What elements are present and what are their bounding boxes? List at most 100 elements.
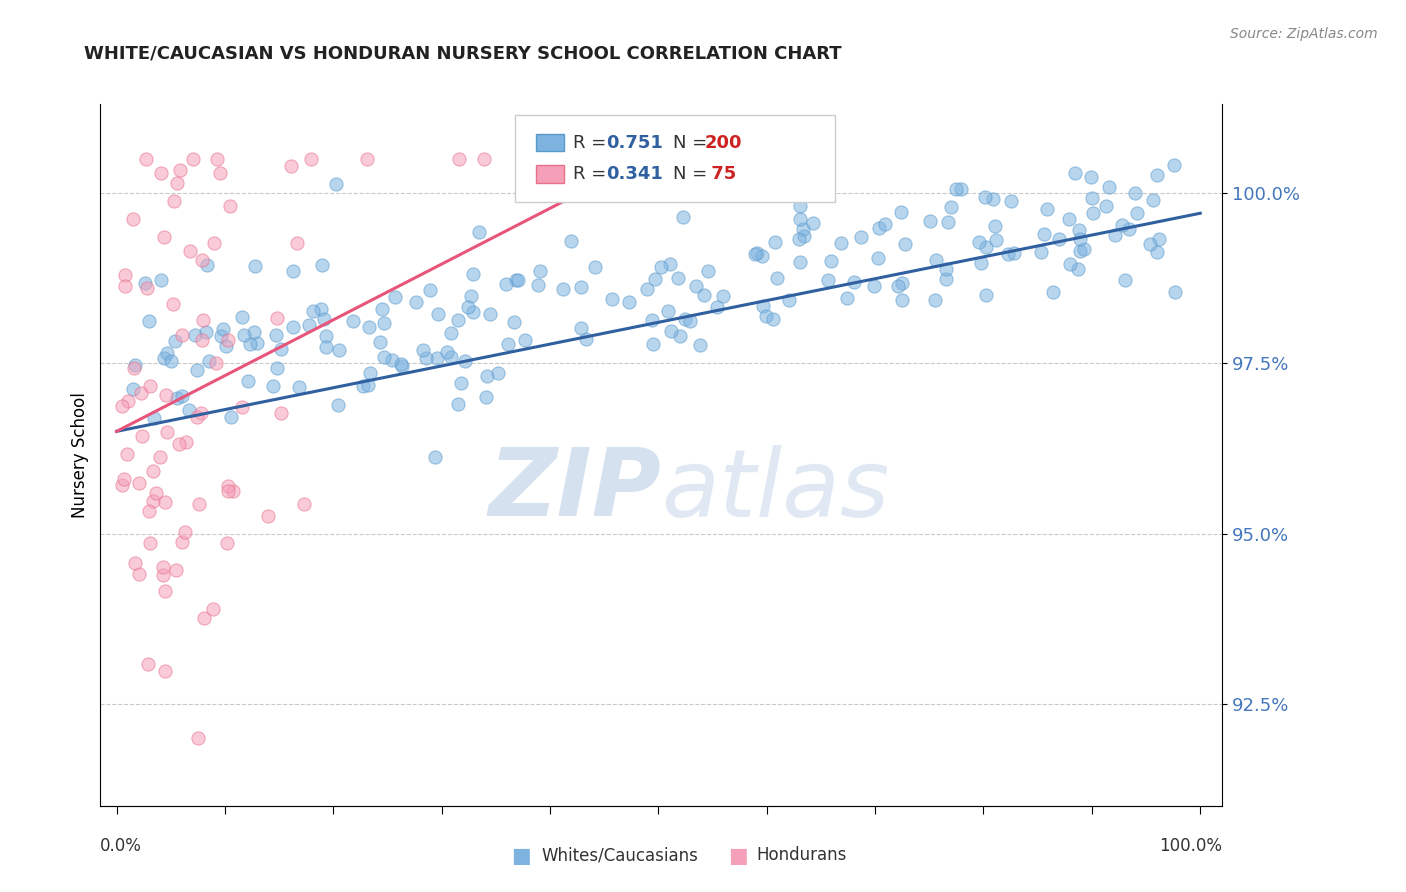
Point xyxy=(1042,285,1064,300)
Point xyxy=(745,245,768,260)
Point xyxy=(950,182,973,196)
Point xyxy=(894,237,917,252)
Point xyxy=(122,212,145,227)
Point xyxy=(1069,244,1091,258)
Point xyxy=(890,293,912,308)
Point xyxy=(423,450,446,464)
Point xyxy=(135,152,157,166)
Point xyxy=(138,314,160,328)
Point xyxy=(666,271,689,285)
Point xyxy=(138,504,160,518)
Point xyxy=(359,366,381,380)
Point xyxy=(219,409,242,424)
Point xyxy=(202,236,225,251)
Point xyxy=(309,301,332,316)
Point xyxy=(935,272,957,286)
Point xyxy=(657,303,679,318)
Point xyxy=(311,258,333,272)
Point xyxy=(359,320,381,334)
Point xyxy=(1036,202,1059,216)
Point xyxy=(763,235,786,250)
Text: 0.751: 0.751 xyxy=(606,134,664,152)
Point xyxy=(357,377,380,392)
Point xyxy=(636,282,658,296)
Point xyxy=(468,225,491,239)
Point xyxy=(128,476,150,491)
Point xyxy=(209,329,232,343)
Point xyxy=(817,273,839,287)
Point xyxy=(436,344,458,359)
Point xyxy=(111,478,134,492)
Point xyxy=(449,152,471,166)
Point xyxy=(863,279,886,293)
Point xyxy=(218,199,240,213)
Point xyxy=(328,343,350,358)
Point xyxy=(204,356,226,370)
Point xyxy=(381,353,404,368)
Point xyxy=(1111,218,1133,232)
Point xyxy=(1059,212,1081,227)
Point xyxy=(820,253,842,268)
Point xyxy=(600,292,623,306)
Point xyxy=(384,290,406,304)
Point xyxy=(787,232,810,246)
Point xyxy=(136,657,159,671)
Point xyxy=(193,611,215,625)
Text: R =: R = xyxy=(572,165,612,184)
Point xyxy=(472,152,495,166)
Point xyxy=(440,351,463,365)
Point xyxy=(342,314,364,328)
Point xyxy=(114,268,136,282)
Point xyxy=(1066,261,1088,276)
Point xyxy=(974,288,997,302)
Text: Whites/Caucasians: Whites/Caucasians xyxy=(541,847,699,864)
Point xyxy=(457,301,479,315)
Point xyxy=(1149,232,1171,246)
Point xyxy=(315,329,337,343)
Point xyxy=(830,236,852,251)
Point xyxy=(1123,186,1146,201)
Point xyxy=(155,388,177,402)
Point xyxy=(439,326,461,340)
Point xyxy=(575,332,598,346)
Point xyxy=(891,277,914,291)
Point xyxy=(713,289,735,303)
Point xyxy=(1142,194,1164,208)
Point xyxy=(997,247,1019,261)
Point xyxy=(890,205,912,219)
Point xyxy=(257,508,280,523)
Point xyxy=(569,321,592,335)
FancyBboxPatch shape xyxy=(536,134,564,152)
Point xyxy=(231,310,253,324)
Text: 75: 75 xyxy=(704,165,737,184)
Point xyxy=(461,305,484,319)
Point xyxy=(122,360,145,375)
Point xyxy=(281,320,304,334)
Text: R =: R = xyxy=(572,134,612,152)
Point xyxy=(969,235,991,249)
Point xyxy=(643,336,665,351)
Point xyxy=(983,192,1005,206)
Point xyxy=(217,483,239,498)
Point xyxy=(1047,232,1070,246)
Point xyxy=(1004,245,1026,260)
Point xyxy=(165,334,187,348)
Point xyxy=(131,428,153,442)
Point xyxy=(689,337,711,351)
Point xyxy=(706,300,728,314)
Point xyxy=(391,359,413,373)
Point xyxy=(1033,227,1056,241)
Point xyxy=(239,337,262,351)
Point xyxy=(478,307,501,321)
Point xyxy=(124,556,146,570)
Point xyxy=(368,335,391,350)
Point xyxy=(167,436,190,450)
Point xyxy=(658,257,681,271)
Point xyxy=(172,389,194,403)
Point xyxy=(153,230,176,244)
Point xyxy=(122,382,145,396)
Point xyxy=(789,211,811,226)
Point xyxy=(129,386,152,401)
Point xyxy=(195,259,218,273)
Text: WHITE/CAUCASIAN VS HONDURAN NURSERY SCHOOL CORRELATION CHART: WHITE/CAUCASIAN VS HONDURAN NURSERY SCHO… xyxy=(84,45,842,62)
